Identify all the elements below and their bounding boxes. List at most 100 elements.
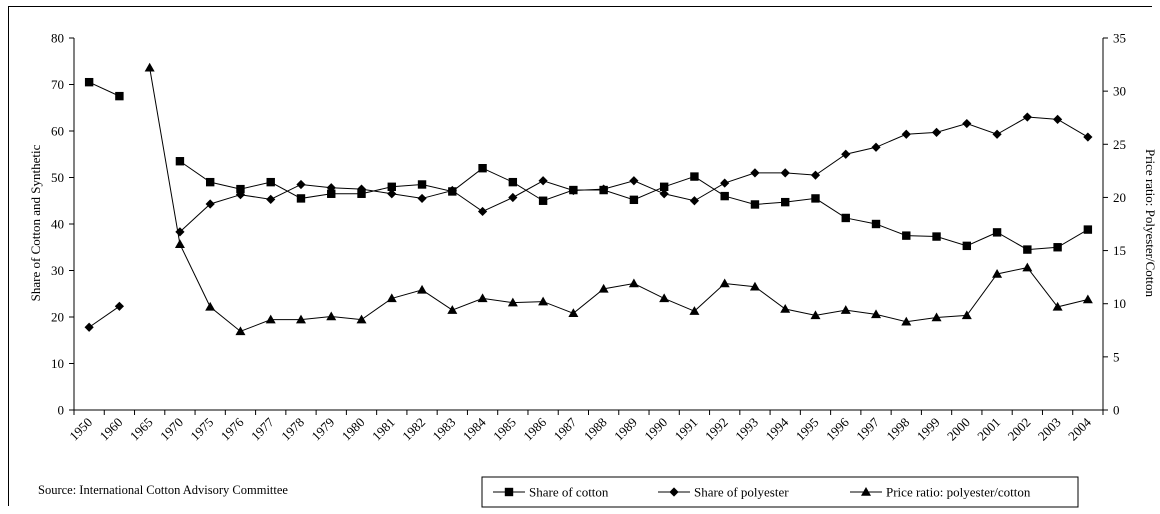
data-point-share-of-polyester [720,178,730,188]
x-tick-label: 1997 [853,414,882,443]
right-tick-label: 20 [1113,190,1126,205]
x-tick-label: 1950 [66,415,95,444]
data-point-share-of-polyester [841,149,851,159]
data-point-share-of-polyester [235,190,246,200]
x-tick-label: 1977 [248,414,277,443]
data-point-share-of-cotton [811,194,820,203]
data-point-share-of-polyester [992,129,1002,139]
x-tick-label: 1988 [581,415,610,444]
data-point-price-ratio-polyester-cotton [386,293,397,303]
series-line-share-of-cotton [179,160,1089,251]
data-point-share-of-polyester [84,322,94,332]
legend-marker-share-of-cotton [504,487,514,497]
data-point-price-ratio-polyester-cotton [477,293,488,303]
y-axis-label-left: Share of Cotton and Synthetic [28,144,43,301]
data-point-price-ratio-polyester-cotton [810,310,821,320]
data-point-share-of-polyester [538,176,548,186]
data-point-share-of-cotton [659,182,669,191]
x-tick-label: 1978 [278,415,307,444]
series-share-of-polyester [84,112,1093,332]
series-line-share-of-polyester [179,116,1089,233]
data-point-share-of-polyester [629,176,639,186]
right-tick-label: 15 [1113,243,1126,258]
legend: Share of cotton Share of polyester Price r… [481,476,1079,508]
data-point-price-ratio-polyester-cotton [931,312,942,322]
x-tick-label: 1981 [369,415,398,444]
data-point-share-of-polyester [508,192,518,203]
data-point-share-of-cotton [236,184,245,194]
x-tick-label: 1999 [914,415,943,444]
data-point-share-of-polyester [810,170,821,180]
data-point-share-of-polyester [1022,112,1032,122]
data-point-share-of-polyester [962,118,972,129]
legend-marker-price-ratio-polyester-cotton [861,487,871,496]
data-point-price-ratio-polyester-cotton [1022,262,1033,272]
left-tick-label: 0 [58,403,65,418]
data-point-share-of-cotton [690,172,699,181]
legend-label-share-of-polyester: Share of polyester [694,485,789,500]
left-tick-label: 30 [51,263,64,278]
y-axis-label-right: Price ratio: Polyester/Cotton [1143,149,1158,298]
data-point-price-ratio-polyester-cotton [265,314,276,324]
legend-label-share-of-cotton: Share of cotton [529,485,609,500]
data-point-share-of-cotton [357,189,366,198]
x-tick-label: 1995 [793,415,822,444]
x-tick-label: 1987 [550,414,579,443]
data-point-share-of-cotton [508,177,518,187]
x-tick-label: 1985 [490,415,519,444]
data-point-price-ratio-polyester-cotton [144,62,155,72]
right-tick-label: 0 [1113,403,1120,418]
data-point-share-of-polyester [1053,114,1063,124]
data-point-price-ratio-polyester-cotton [174,239,185,248]
data-point-share-of-polyester [780,168,790,178]
left-tick-labels: 0 10 20 30 40 50 60 70 80 [51,31,64,418]
data-point-share-of-polyester [599,184,609,194]
x-tick-label: 1996 [823,414,852,443]
data-point-price-ratio-polyester-cotton [326,311,337,321]
data-point-share-of-cotton [902,231,911,240]
data-point-share-of-cotton [841,213,850,223]
data-point-price-ratio-polyester-cotton [749,281,760,291]
data-point-share-of-cotton [538,196,548,205]
x-tick-label: 2000 [944,415,973,444]
x-tick-label: 1976 [218,414,247,443]
data-point-share-of-polyester [901,129,911,139]
data-point-share-of-cotton [387,182,396,191]
x-tick-label: 1980 [339,415,368,444]
x-tick-label: 1991 [672,415,701,444]
data-point-price-ratio-polyester-cotton [507,297,518,307]
data-point-price-ratio-polyester-cotton [1082,294,1093,304]
data-point-share-of-polyester [659,189,669,199]
data-point-share-of-polyester [689,196,700,206]
x-tick-label: 1990 [641,415,670,444]
x-tick-label: 1994 [762,414,791,443]
series-line-share-of-cotton [88,81,120,97]
data-point-price-ratio-polyester-cotton [205,301,216,311]
left-tick-label: 60 [51,124,64,139]
data-point-price-ratio-polyester-cotton [840,305,851,314]
data-point-share-of-cotton [175,157,185,166]
data-point-share-of-cotton [932,232,941,241]
data-point-share-of-polyester [1083,132,1093,142]
left-tick-label: 40 [51,217,64,232]
data-point-share-of-polyester [296,179,306,190]
data-point-share-of-cotton [992,228,1002,237]
left-tick-label: 10 [51,356,64,371]
x-tick-label: 1982 [399,415,428,444]
data-point-price-ratio-polyester-cotton [719,278,730,288]
data-point-price-ratio-polyester-cotton [1052,301,1063,311]
data-point-share-of-cotton [750,200,760,209]
data-point-price-ratio-polyester-cotton [780,304,791,313]
data-point-share-of-polyester [205,199,215,209]
data-point-share-of-cotton [1083,225,1093,234]
x-tick-label: 2003 [1035,415,1064,444]
x-tick-label: 1979 [308,415,337,444]
data-point-share-of-polyester [356,184,367,194]
right-tick-label: 30 [1113,84,1126,99]
data-point-price-ratio-polyester-cotton [538,296,549,306]
data-point-share-of-cotton [1053,243,1062,252]
legend-marker-share-of-polyester [669,487,679,497]
data-point-share-of-cotton [478,164,487,173]
left-tick-label: 80 [51,31,64,46]
x-tick-label: 1998 [883,415,912,444]
